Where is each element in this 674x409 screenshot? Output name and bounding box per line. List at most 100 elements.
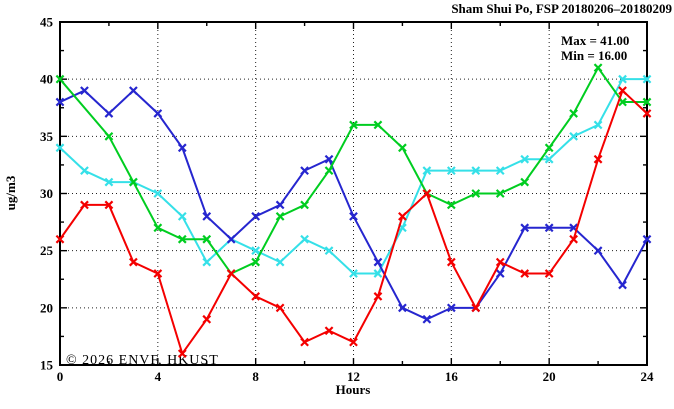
series-red-marker [373, 292, 383, 301]
series-cyan [55, 74, 652, 278]
series-blue-marker [153, 109, 163, 118]
series-cyan-marker [569, 131, 579, 141]
series-green-marker [349, 120, 358, 130]
series-green-marker [446, 200, 456, 210]
series-cyan-marker [202, 257, 212, 267]
series-green-marker [275, 211, 285, 221]
series-green-marker [324, 166, 334, 176]
series-red-marker [569, 234, 579, 244]
series-green-marker [495, 189, 505, 198]
series-green-marker [373, 120, 383, 130]
series-blue-marker [324, 154, 334, 164]
series-green-marker [251, 257, 261, 267]
series-green-marker [642, 97, 652, 107]
series-cyan-marker [177, 211, 187, 221]
chart-title: Sham Shui Po, FSP 20180206–20180209 [451, 1, 672, 16]
series-cyan-marker [495, 166, 505, 176]
x-tick-label: 24 [641, 369, 655, 384]
series-green-marker [569, 109, 579, 118]
series-green-marker [471, 189, 481, 198]
series-blue-marker [177, 143, 187, 153]
series-cyan-marker [446, 166, 456, 176]
series-red-marker [520, 269, 530, 278]
legend-max-label: Max = 41.00 [561, 33, 629, 48]
series-red-marker [349, 337, 358, 347]
series-cyan-marker [471, 166, 481, 176]
series-cyan-marker [642, 74, 652, 84]
series-red-marker [446, 257, 456, 267]
series-blue-marker [80, 86, 89, 95]
series-cyan-marker [80, 166, 89, 176]
series-red-marker [593, 154, 603, 164]
series-red-marker [544, 269, 554, 278]
series-green-marker [55, 74, 65, 84]
series-green-marker [153, 223, 163, 233]
series-blue-marker [349, 211, 358, 221]
series-blue-marker [422, 314, 432, 324]
series-blue-marker [373, 257, 383, 267]
series-blue-marker [618, 280, 627, 290]
y-axis-label: ug/m3 [3, 175, 18, 210]
series-red-marker [55, 234, 65, 244]
series-cyan-marker [251, 246, 261, 256]
x-tick-label: 16 [445, 369, 459, 384]
series-cyan-marker [422, 166, 432, 176]
series-cyan-marker [544, 154, 554, 164]
axis-tick-labels: 0 4 8 12 16 20 24 15 20 25 30 35 40 45 [40, 15, 654, 385]
x-tick-label: 12 [347, 369, 360, 384]
series-blue-marker [642, 234, 652, 244]
y-tick-label: 15 [40, 358, 54, 373]
series-cyan-marker [153, 189, 163, 198]
series-blue-marker [226, 234, 236, 244]
series-green-marker [104, 131, 114, 141]
series-cyan-marker [373, 269, 383, 278]
legend-min-label: Min = 16.00 [561, 48, 627, 63]
series-cyan-marker [349, 269, 358, 278]
x-tick-label: 4 [155, 369, 162, 384]
series-green-marker [202, 234, 212, 244]
series-green-marker [544, 143, 554, 153]
series-red-marker [495, 257, 505, 267]
series-cyan-marker [275, 257, 285, 267]
series-cyan-marker [104, 177, 114, 187]
series-red-marker [128, 257, 138, 267]
series-blue-marker [495, 269, 505, 278]
series-red-marker [471, 303, 481, 313]
series-green-marker [398, 143, 407, 153]
series-cyan-marker [618, 74, 627, 84]
series-blue-marker [446, 303, 456, 313]
series-red-marker [300, 337, 309, 347]
series-red-marker [251, 292, 261, 301]
series-green-marker [520, 177, 530, 187]
series-red-marker [177, 349, 187, 358]
series-red-marker [104, 200, 114, 210]
x-tick-label: 8 [252, 369, 259, 384]
series-green-marker [128, 177, 138, 187]
data-series [55, 63, 652, 358]
series-blue-marker [202, 211, 212, 221]
series-green [55, 63, 652, 278]
series-red-marker [324, 326, 334, 336]
series-red-marker [398, 211, 407, 221]
series-blue-marker [104, 109, 114, 118]
series-red-marker [226, 269, 236, 278]
x-axis-label: Hours [336, 382, 371, 397]
series-red-marker [275, 303, 285, 313]
grid-lines [60, 22, 647, 365]
series-cyan-marker [300, 234, 309, 244]
y-tick-label: 35 [40, 129, 54, 144]
series-blue-marker [251, 211, 261, 221]
series-blue-marker [275, 200, 285, 210]
series-blue-marker [398, 303, 407, 313]
series-red-marker [642, 109, 652, 118]
x-tick-label: 0 [57, 369, 64, 384]
x-tick-label: 20 [543, 369, 556, 384]
series-blue-marker [520, 223, 530, 233]
series-blue-marker [55, 97, 65, 107]
y-tick-label: 40 [40, 72, 53, 87]
y-tick-label: 30 [40, 186, 53, 201]
series-cyan-marker [520, 154, 530, 164]
series-blue-marker [300, 166, 309, 176]
series-blue-marker [544, 223, 554, 233]
